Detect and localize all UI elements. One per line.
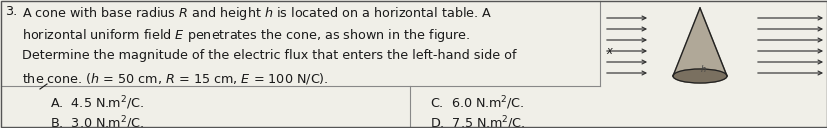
Text: horizontal uniform field $E$ penetrates the cone, as shown in the figure.: horizontal uniform field $E$ penetrates … [22, 27, 470, 44]
Text: Determine the magnitude of the electric flux that enters the left-hand side of: Determine the magnitude of the electric … [22, 49, 516, 62]
Text: x: x [605, 46, 611, 56]
Text: D.  7.5 N.m$^{2}$/C.: D. 7.5 N.m$^{2}$/C. [429, 114, 525, 128]
Text: A.  4.5 N.m$^{2}$/C.: A. 4.5 N.m$^{2}$/C. [50, 94, 144, 112]
Text: A cone with base radius $R$ and height $h$ is located on a horizontal table. A: A cone with base radius $R$ and height $… [22, 5, 491, 22]
Ellipse shape [672, 69, 726, 83]
Text: B.  3.0 N.m$^{2}$/C.: B. 3.0 N.m$^{2}$/C. [50, 114, 144, 128]
Text: C.  6.0 N.m$^{2}$/C.: C. 6.0 N.m$^{2}$/C. [429, 94, 524, 112]
Polygon shape [672, 8, 726, 76]
Text: 3.: 3. [5, 5, 17, 18]
Text: the cone. ($h$ = 50 cm, $R$ = 15 cm, $E$ = 100 N/C).: the cone. ($h$ = 50 cm, $R$ = 15 cm, $E$… [22, 71, 328, 86]
Text: h: h [700, 65, 705, 74]
